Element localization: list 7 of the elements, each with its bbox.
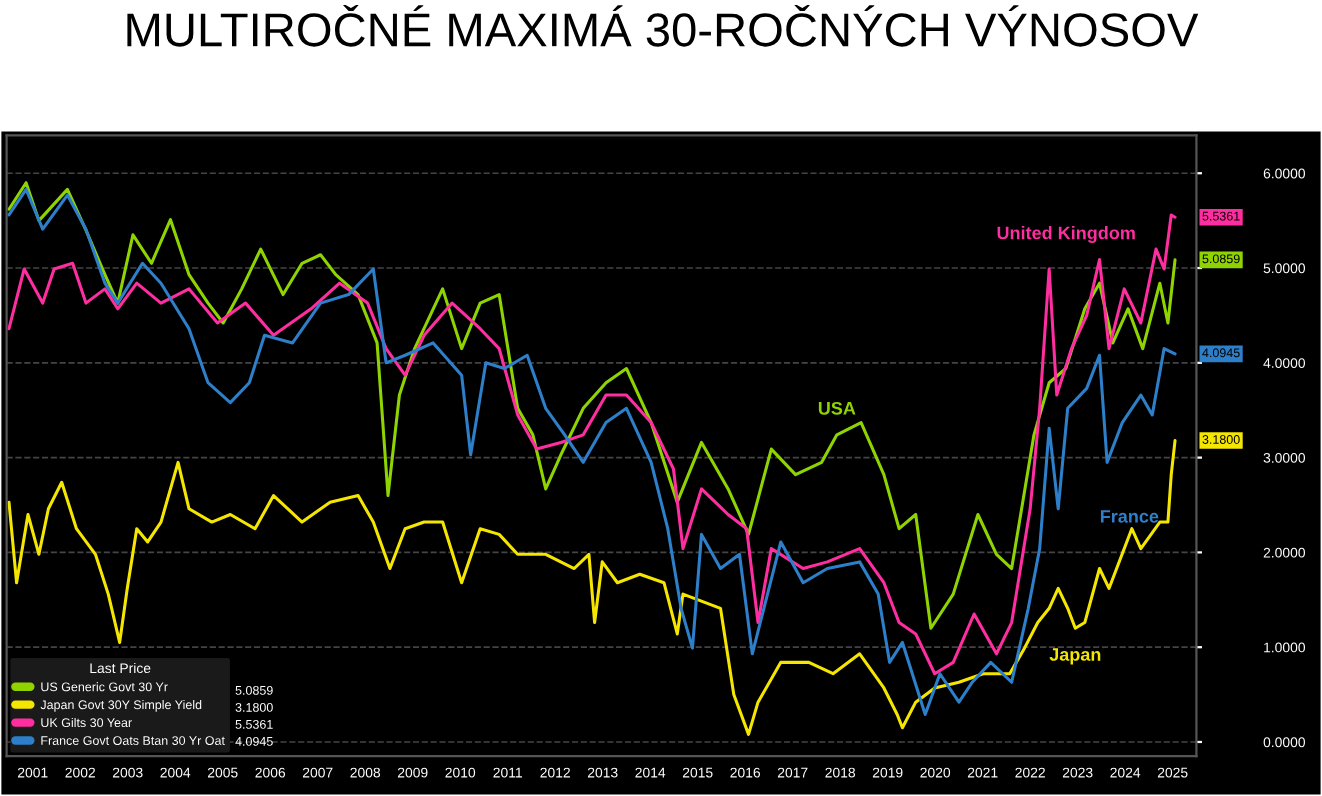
annotation: USA (818, 401, 856, 415)
annotation: France (1100, 510, 1159, 523)
line-series (7, 439, 1177, 736)
line-series (7, 181, 1177, 630)
annotation: United Kingdom (997, 226, 1135, 243)
chart-title: MULTIROČNÉ MAXIMÁ 30-ROČNÝCH VÝNOSOV (127, 4, 1199, 47)
annotation: Japan (1049, 648, 1101, 665)
